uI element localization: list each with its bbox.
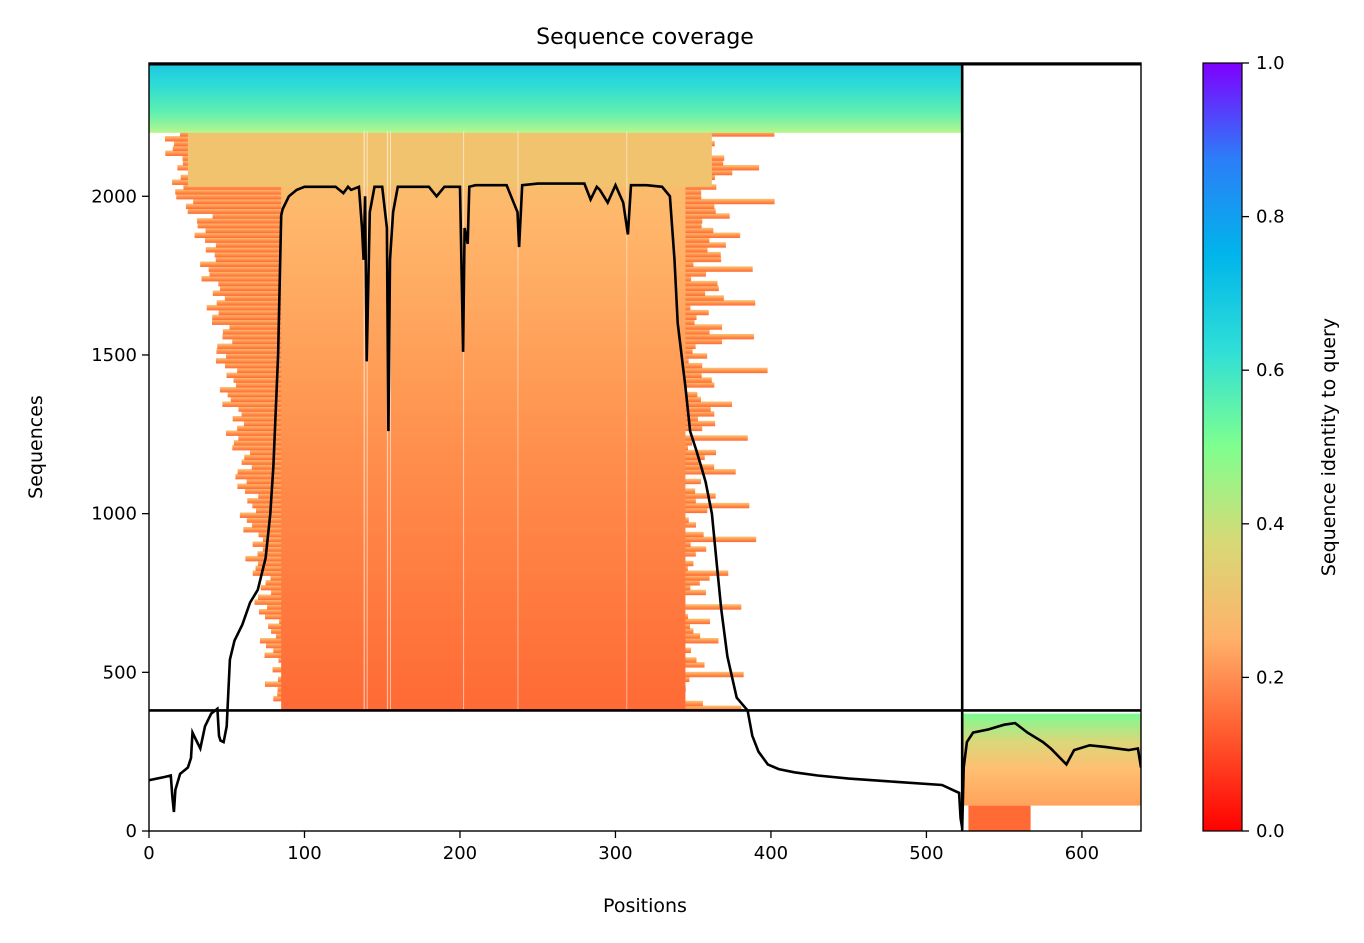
colorbar-tick-label: 0.2 [1256, 667, 1285, 688]
x-tick-label: 0 [143, 843, 154, 864]
msa-gap-columns [149, 63, 1141, 831]
colorbar-tick-label: 1.0 [1256, 53, 1285, 74]
msa-high-identity-block [149, 64, 963, 133]
empty-region [149, 710, 963, 831]
colorbar-label: Sequence identity to query [1318, 318, 1340, 576]
colorbar [1202, 62, 1243, 832]
x-tick-label: 500 [909, 843, 943, 864]
y-tick-label: 500 [103, 662, 137, 683]
y-tick-label: 1500 [91, 345, 137, 366]
gap-column [517, 131, 519, 711]
plot-area [149, 63, 1141, 831]
colorbar-tick-label: 0.8 [1256, 207, 1285, 228]
x-tick-label: 100 [287, 843, 321, 864]
gap-column [463, 131, 465, 711]
y-tick-label: 1000 [91, 504, 137, 525]
colorbar-ticks: 0.0 0.2 0.4 0.6 0.8 1.0 [1242, 53, 1285, 842]
axes-frame [148, 62, 1142, 832]
colorbar-tick-label: 0.4 [1256, 514, 1285, 535]
y-tick-label: 2000 [91, 186, 137, 207]
colorbar-tick-label: 0.6 [1256, 360, 1285, 381]
y-tick-label: 0 [126, 821, 137, 842]
x-axis-label: Positions [603, 895, 687, 917]
y-axis-label: Sequences [25, 395, 47, 499]
msa-heatmap [149, 64, 1141, 831]
colorbar-tick-label: 0.0 [1256, 821, 1285, 842]
x-tick-label: 600 [1065, 843, 1099, 864]
empty-region [962, 63, 1141, 711]
x-axis: 0 100 200 300 400 500 600 [143, 831, 1099, 864]
x-tick-label: 400 [754, 843, 788, 864]
chart-title: Sequence coverage [536, 25, 754, 50]
msa-core-block [281, 131, 686, 711]
gap-column [626, 131, 628, 711]
y-axis: 0 500 1000 1500 2000 [91, 186, 149, 842]
msa-second-chain-block [962, 713, 1141, 806]
x-tick-label: 200 [443, 843, 477, 864]
msa-upper-block [187, 131, 712, 187]
gap-column [363, 131, 365, 711]
coverage-line [149, 182, 1141, 829]
gap-column [390, 131, 392, 711]
msa-second-chain-low-block [968, 805, 1031, 831]
gap-column [366, 131, 368, 711]
x-tick-label: 300 [598, 843, 632, 864]
chain-boundaries [149, 63, 1141, 831]
